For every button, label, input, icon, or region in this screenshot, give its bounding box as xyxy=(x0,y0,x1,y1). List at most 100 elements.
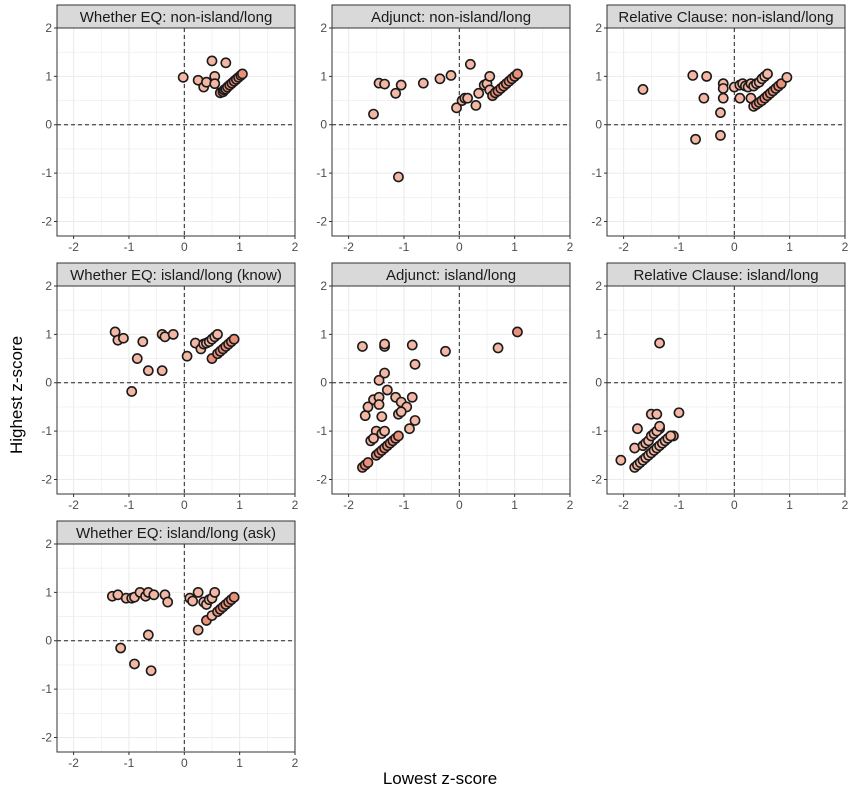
x-tick-label: 2 xyxy=(292,498,299,512)
y-tick-label: -1 xyxy=(591,166,602,180)
panel-border xyxy=(56,285,296,495)
data-point xyxy=(615,454,627,466)
data-point xyxy=(464,58,476,70)
x-tick-label: -2 xyxy=(618,498,629,512)
data-point xyxy=(206,55,218,67)
data-point xyxy=(131,353,143,364)
panel-border xyxy=(56,543,296,753)
data-point xyxy=(192,586,204,598)
data-point xyxy=(115,642,127,654)
y-tick-label: -2 xyxy=(316,214,327,228)
data-point xyxy=(395,79,407,91)
data-point xyxy=(220,57,232,69)
panel-border xyxy=(606,285,846,495)
y-tick-label: 0 xyxy=(595,118,602,132)
y-tick-label: 0 xyxy=(320,118,327,132)
data-point xyxy=(379,78,390,90)
data-point xyxy=(148,589,160,601)
x-tick-label: -2 xyxy=(343,240,354,254)
x-tick-label: -1 xyxy=(124,756,135,770)
data-point xyxy=(373,399,385,410)
data-point xyxy=(717,83,729,94)
data-point xyxy=(373,374,385,386)
data-point xyxy=(701,70,713,82)
facet-title: Whether EQ: island/long (know) xyxy=(70,267,282,284)
data-point xyxy=(632,423,643,435)
panel-border xyxy=(606,27,846,237)
data-point xyxy=(368,432,379,444)
y-tick-label: 0 xyxy=(595,376,602,390)
y-tick-label: 2 xyxy=(45,537,52,551)
x-tick-label: 1 xyxy=(511,498,518,512)
x-tick-label: -1 xyxy=(124,240,135,254)
y-tick-label: -1 xyxy=(41,424,52,438)
y-tick-label: -2 xyxy=(591,472,602,486)
x-tick-label: -2 xyxy=(68,498,79,512)
data-point xyxy=(717,92,729,104)
data-point xyxy=(181,350,193,362)
facet-panel: Relative Clause: island/long -2 -1 0 1 2 -2 -1 0… xyxy=(591,262,848,512)
data-point xyxy=(451,102,462,114)
x-tick-label: -1 xyxy=(124,498,135,512)
data-point xyxy=(406,339,418,351)
data-point xyxy=(492,342,504,354)
y-tick-label: 1 xyxy=(320,69,327,83)
data-point xyxy=(715,129,726,141)
y-tick-label: 1 xyxy=(45,69,52,83)
data-point xyxy=(417,77,429,89)
facet-panel: Adjunct: non-island/long -2 -1 0 1 2 -2 -1 0 1 2 xyxy=(316,4,574,254)
x-tick-label: 0 xyxy=(731,498,738,512)
panel-border xyxy=(331,285,571,495)
x-tick-label: 0 xyxy=(456,240,463,254)
y-tick-label: 1 xyxy=(595,327,602,341)
y-tick-label: -1 xyxy=(41,682,52,696)
facet-panel: Whether EQ: non-island/long -2 -1 0 1 2 -2 -1 0 1… xyxy=(41,4,299,254)
y-tick-label: 2 xyxy=(320,279,327,293)
y-tick-label: 2 xyxy=(45,21,52,35)
x-tick-label: 0 xyxy=(456,498,463,512)
data-point xyxy=(379,367,390,379)
panel-border xyxy=(331,27,571,237)
data-point xyxy=(156,365,168,377)
y-tick-label: 1 xyxy=(320,327,327,341)
facet-title: Whether EQ: island/long (ask) xyxy=(76,525,276,542)
y-tick-label: 0 xyxy=(45,634,52,648)
data-point xyxy=(470,99,482,111)
data-point xyxy=(381,384,393,396)
data-point xyxy=(368,108,379,120)
x-tick-label: -2 xyxy=(343,498,354,512)
data-point xyxy=(145,665,157,677)
data-point xyxy=(167,328,179,340)
x-tick-label: -2 xyxy=(618,240,629,254)
data-point xyxy=(209,78,221,90)
data-point xyxy=(126,386,138,397)
data-point xyxy=(409,415,421,426)
x-tick-label: -1 xyxy=(674,498,685,512)
data-point xyxy=(687,70,699,81)
y-axis-title: Highest z-score xyxy=(7,336,26,454)
data-point xyxy=(404,423,415,435)
plot-background xyxy=(607,28,845,236)
data-point xyxy=(462,92,474,104)
x-tick-label: 1 xyxy=(511,240,518,254)
data-point xyxy=(395,406,407,418)
data-point xyxy=(762,68,773,80)
data-point xyxy=(118,332,129,344)
data-point xyxy=(379,425,390,437)
plot-background xyxy=(332,28,570,236)
data-point xyxy=(142,365,154,377)
x-tick-label: 1 xyxy=(786,498,793,512)
y-tick-label: -1 xyxy=(316,166,327,180)
plot-background xyxy=(57,28,295,236)
data-point xyxy=(690,133,701,145)
y-tick-label: -1 xyxy=(41,166,52,180)
facet-panel: Whether EQ: island/long (ask) -2 -1 0 1 2 -2 -1… xyxy=(41,520,299,770)
facet-panel: Relative Clause: non-island/long -2 -1 0 1 2 -… xyxy=(591,4,848,254)
x-tick-label: 1 xyxy=(236,756,243,770)
data-point xyxy=(142,629,154,641)
x-axis-title: Lowest z-score xyxy=(383,769,497,788)
data-point xyxy=(445,70,457,81)
y-tick-label: 1 xyxy=(595,69,602,83)
data-point xyxy=(209,586,221,598)
